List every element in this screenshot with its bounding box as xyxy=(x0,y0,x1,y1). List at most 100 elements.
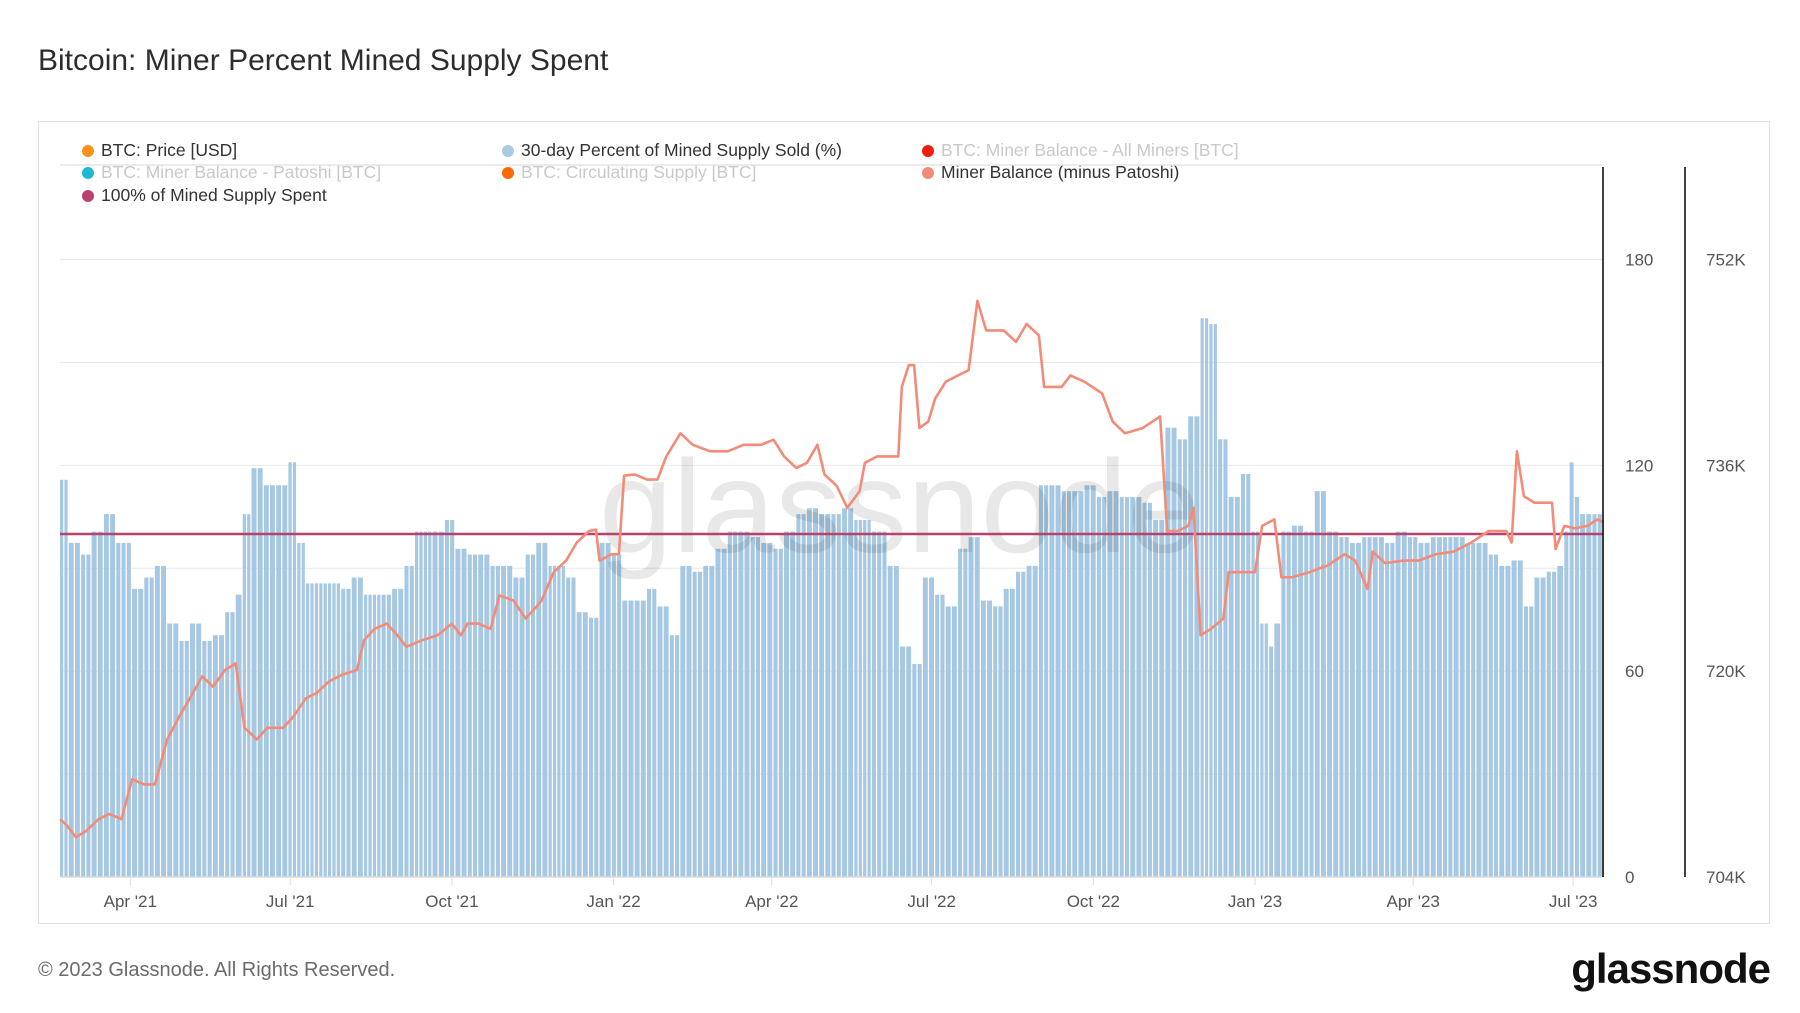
bar xyxy=(692,571,697,877)
chart-title: Bitcoin: Miner Percent Mined Supply Spen… xyxy=(38,44,609,77)
legend-label: Miner Balance (minus Patoshi) xyxy=(941,162,1180,182)
y-right-tick-label: 736K xyxy=(1706,456,1746,475)
bar xyxy=(1471,542,1476,877)
bar xyxy=(97,531,103,877)
bar xyxy=(893,565,899,877)
bar xyxy=(310,583,314,877)
bar xyxy=(381,594,386,877)
bar xyxy=(1546,571,1551,877)
bar xyxy=(680,565,686,877)
bar xyxy=(1494,554,1499,877)
bar xyxy=(81,554,86,877)
legend-item[interactable]: BTC: Miner Balance - All Miners [BTC] xyxy=(922,140,1239,161)
bar xyxy=(126,542,131,877)
bar xyxy=(819,514,825,877)
bar xyxy=(1390,542,1395,877)
bar xyxy=(1130,496,1136,877)
legend-item[interactable]: BTC: Price [USD] xyxy=(82,140,237,161)
bar xyxy=(1260,623,1264,877)
bar xyxy=(715,548,721,877)
bar xyxy=(116,542,121,877)
bar xyxy=(571,577,576,877)
bar xyxy=(871,531,876,877)
bar xyxy=(490,565,495,877)
bar xyxy=(1580,514,1586,877)
legend-item[interactable]: BTC: Circulating Supply [BTC] xyxy=(502,162,756,183)
bar xyxy=(761,542,767,877)
bar xyxy=(1517,560,1523,877)
bar xyxy=(813,508,818,877)
glassnode-logo[interactable]: glassnode xyxy=(1571,945,1771,992)
bar xyxy=(882,531,887,877)
bar xyxy=(428,531,432,877)
bar xyxy=(917,664,922,877)
bar xyxy=(1119,496,1124,877)
bar xyxy=(703,565,709,877)
legend-item[interactable]: BTC: Miner Balance - Patoshi [BTC] xyxy=(82,162,381,183)
bar xyxy=(542,542,548,877)
bar xyxy=(1465,542,1470,877)
y-left-tick-label: 0 xyxy=(1625,868,1634,887)
bar xyxy=(1459,537,1465,877)
bar xyxy=(1246,473,1251,877)
legend-label: 30-day Percent of Mined Supply Sold (%) xyxy=(521,140,842,160)
bar xyxy=(935,594,940,877)
bar xyxy=(557,565,561,877)
bar xyxy=(167,623,173,877)
bar xyxy=(1204,318,1209,877)
bar xyxy=(778,548,783,877)
bar xyxy=(1443,537,1448,877)
bar xyxy=(207,641,212,877)
bar xyxy=(1107,491,1113,877)
bar xyxy=(854,519,858,877)
legend-item[interactable]: Miner Balance (minus Patoshi) xyxy=(922,162,1179,183)
bar xyxy=(219,635,224,877)
bar xyxy=(251,468,257,877)
bar xyxy=(530,554,536,877)
bar xyxy=(836,514,841,877)
bar xyxy=(634,600,640,877)
bar xyxy=(1476,542,1482,877)
bar xyxy=(582,612,588,877)
bar xyxy=(202,641,207,877)
bar xyxy=(450,519,455,877)
bar xyxy=(372,594,377,877)
bar xyxy=(1448,537,1453,877)
bar xyxy=(755,537,761,877)
bar xyxy=(796,514,801,877)
legend-dot-icon xyxy=(82,144,94,157)
bar xyxy=(495,565,500,877)
bar xyxy=(552,565,557,877)
bar xyxy=(341,588,346,877)
line-miner-balance xyxy=(59,299,1604,839)
bar xyxy=(1586,514,1592,877)
legend-item[interactable]: 30-day Percent of Mined Supply Sold (%) xyxy=(502,140,842,161)
bar xyxy=(806,508,812,877)
bar xyxy=(1061,491,1066,877)
bar xyxy=(657,606,663,877)
bar xyxy=(940,594,945,877)
legend-item[interactable]: 100% of Mined Supply Spent xyxy=(82,185,327,206)
bar xyxy=(1200,318,1204,877)
bar xyxy=(103,514,109,877)
bar xyxy=(419,531,423,877)
bar xyxy=(144,577,149,877)
bar xyxy=(536,542,542,877)
bar xyxy=(149,577,154,877)
bar xyxy=(1523,606,1528,877)
bar xyxy=(1049,485,1055,877)
bar xyxy=(319,583,323,877)
x-tick-label: Jul '21 xyxy=(266,892,315,911)
bar xyxy=(566,577,571,877)
bar xyxy=(1153,519,1159,877)
bar xyxy=(409,565,414,877)
bar xyxy=(1177,439,1182,877)
bar xyxy=(1016,571,1021,877)
bar xyxy=(314,583,319,877)
bar xyxy=(1569,462,1574,877)
bar xyxy=(1194,416,1200,877)
bar xyxy=(1182,439,1188,877)
bar xyxy=(1362,537,1367,877)
bar xyxy=(1159,519,1165,877)
bar xyxy=(377,594,381,877)
